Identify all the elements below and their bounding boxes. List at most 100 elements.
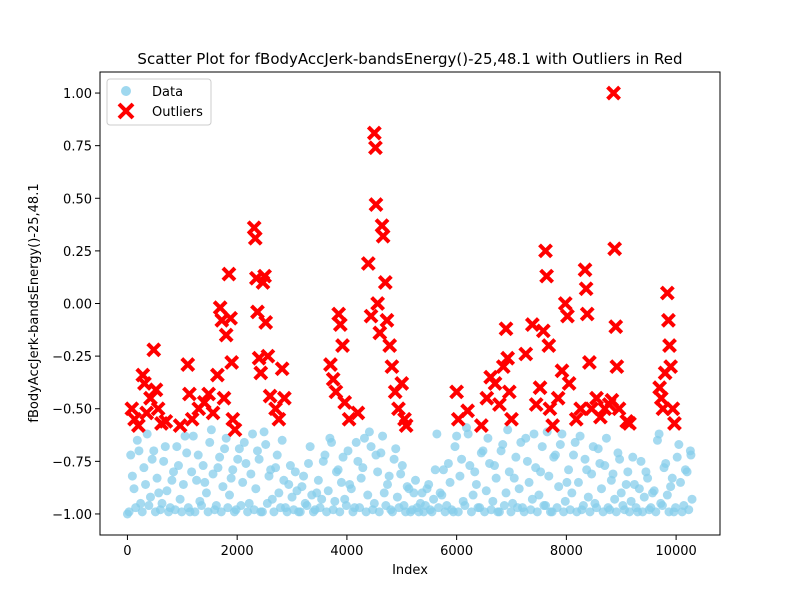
data-point	[159, 456, 169, 466]
y-tick-label: 0.00	[63, 298, 92, 313]
data-point	[536, 467, 546, 477]
outlier-point	[184, 411, 200, 427]
data-point	[499, 501, 509, 511]
data-point	[532, 507, 542, 517]
outlier-point	[606, 85, 621, 101]
data-point	[572, 507, 582, 517]
outlier-point	[205, 405, 221, 421]
data-point	[279, 475, 289, 485]
data-point	[325, 433, 335, 443]
data-point	[208, 469, 218, 479]
data-point	[317, 494, 327, 504]
data-point	[366, 442, 376, 452]
data-point	[634, 484, 644, 494]
data-point	[172, 442, 182, 452]
y-tick-label: 0.75	[63, 140, 92, 155]
outlier-point	[492, 397, 507, 412]
outlier-point	[216, 390, 232, 406]
data-point	[218, 482, 228, 492]
outlier-point	[368, 197, 384, 213]
data-point	[379, 488, 389, 498]
data-point	[252, 446, 262, 456]
data-point	[142, 429, 152, 439]
data-point	[285, 461, 295, 471]
data-point	[190, 507, 200, 517]
data-point	[387, 507, 397, 517]
data-point	[157, 498, 167, 508]
data-point	[259, 427, 269, 437]
data-point	[302, 501, 312, 511]
data-point	[149, 446, 159, 456]
data-point	[303, 458, 313, 468]
outlier-point	[545, 418, 561, 433]
data-point	[124, 507, 134, 517]
data-point	[244, 498, 254, 508]
data-point	[481, 486, 491, 496]
data-point	[544, 471, 554, 481]
data-point	[664, 507, 674, 517]
data-point	[193, 450, 203, 460]
x-tick-label: 4000	[330, 544, 363, 559]
outlier-point	[218, 327, 234, 343]
outlier-point	[375, 228, 391, 244]
data-point	[626, 496, 636, 506]
outlier-point	[221, 266, 237, 282]
x-axis: 0 2000 4000 6000 8000 10000	[123, 535, 697, 559]
data-point	[578, 501, 588, 511]
data-point	[463, 429, 473, 439]
data-point	[391, 444, 401, 454]
data-point	[580, 454, 590, 464]
outlier-point	[532, 380, 548, 396]
data-point	[501, 488, 511, 498]
outlier-point	[366, 125, 382, 141]
outlier-point	[498, 321, 514, 337]
outlier-point	[271, 411, 287, 427]
data-point	[254, 454, 264, 464]
outlier-point	[550, 390, 566, 406]
data-point	[585, 507, 595, 517]
data-point	[414, 507, 424, 517]
data-point	[150, 507, 160, 517]
data-point	[343, 446, 353, 456]
data-point	[608, 469, 618, 479]
outlier-point	[577, 262, 593, 278]
outlier-point	[460, 403, 476, 419]
legend-data-label: Data	[152, 85, 183, 100]
data-point	[345, 479, 355, 489]
data-point	[514, 484, 524, 494]
data-point	[134, 446, 144, 456]
points-layer	[122, 85, 697, 519]
outlier-point	[539, 268, 555, 284]
y-tick-label: −0.75	[52, 455, 92, 470]
data-point	[672, 452, 682, 462]
outlier-point	[335, 338, 350, 354]
outlier-point	[473, 418, 489, 433]
outlier-point	[139, 405, 155, 421]
data-point	[338, 452, 348, 462]
data-point	[424, 479, 434, 489]
outlier-point	[501, 384, 517, 400]
outlier-point	[398, 418, 414, 433]
data-point	[575, 431, 585, 441]
data-point	[466, 507, 476, 517]
data-point	[511, 452, 521, 462]
data-point	[610, 494, 620, 504]
data-point	[496, 446, 506, 456]
data-point	[529, 429, 539, 439]
data-point	[384, 471, 394, 481]
data-point	[394, 503, 404, 513]
data-point	[443, 458, 453, 468]
x-axis-title: Index	[392, 563, 428, 578]
data-point	[315, 503, 325, 513]
outlier-point	[146, 342, 162, 358]
outlier-point	[592, 409, 608, 425]
outlier-point	[337, 394, 353, 410]
outlier-point	[332, 317, 348, 332]
data-point	[445, 477, 455, 487]
data-point	[154, 488, 164, 498]
data-point	[262, 498, 272, 508]
y-tick-label: 1.00	[63, 87, 92, 102]
outlier-point	[260, 348, 276, 364]
data-point	[162, 486, 172, 496]
